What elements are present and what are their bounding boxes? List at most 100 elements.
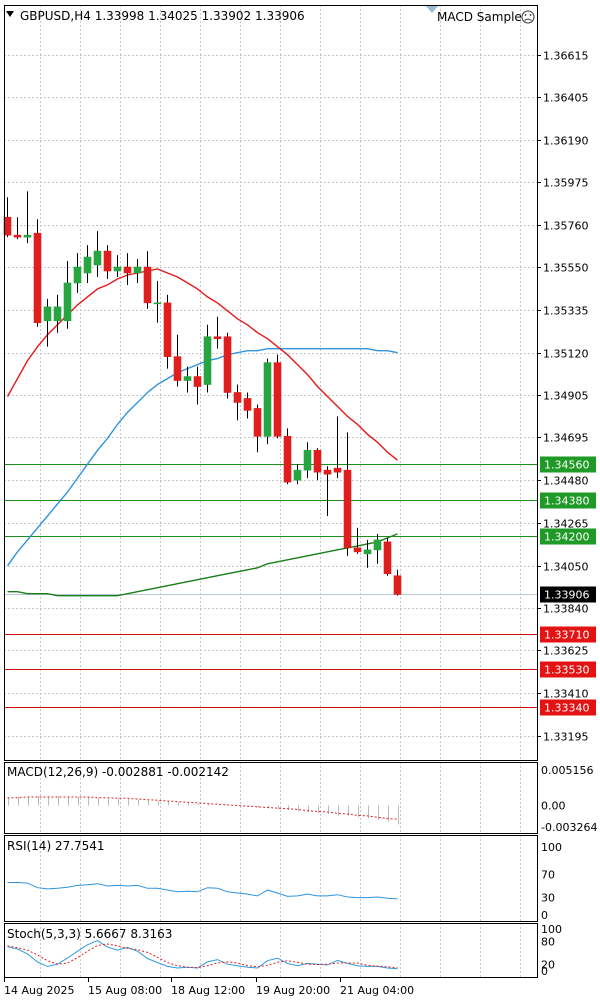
panel-frame xyxy=(4,835,538,922)
current-price-label: 1.33906 xyxy=(544,589,590,602)
macd-tick-label: 0.005156 xyxy=(541,764,594,777)
price-tick-label: 1.34050 xyxy=(543,561,589,574)
macd-signal-line xyxy=(7,796,398,820)
stoch-tick-label: 100 xyxy=(541,923,562,936)
stoch-tick-label: 80 xyxy=(541,936,555,949)
level-price-label: 1.34560 xyxy=(544,459,590,472)
level-price-label: 1.33530 xyxy=(544,664,590,677)
price-tick-label: 1.34695 xyxy=(543,432,589,445)
stoch-tick-label: 20 xyxy=(541,958,555,971)
candle-body xyxy=(393,575,402,595)
candle-body xyxy=(263,362,272,437)
price-tick-label: 1.33625 xyxy=(543,645,589,658)
symbol-info: GBPUSD,H4 1.33998 1.34025 1.33902 1.3390… xyxy=(20,9,305,23)
price-tick-label: 1.35975 xyxy=(543,177,589,190)
candle-body xyxy=(33,232,42,324)
indicators xyxy=(7,796,399,970)
ma-fast-line xyxy=(6,268,398,461)
candle-body xyxy=(103,250,112,272)
candle-body xyxy=(53,306,62,322)
rsi-tick-label: 100 xyxy=(541,841,562,854)
shift-marker-icon xyxy=(426,6,438,13)
candle-body xyxy=(143,266,152,304)
rsi-tick-label: 0 xyxy=(541,909,548,922)
price-tick-label: 1.33840 xyxy=(543,603,589,616)
candle-body xyxy=(3,216,12,236)
price-tick-label: 1.35335 xyxy=(543,305,589,318)
time-tick-label: 15 Aug 08:00 xyxy=(88,984,162,997)
expert-name: MACD Sample xyxy=(437,10,522,24)
candles xyxy=(3,191,402,596)
stoch-signal-line xyxy=(7,943,398,969)
ma-slow-line xyxy=(7,533,398,597)
level-price-label: 1.33340 xyxy=(544,702,590,715)
level-price-label: 1.33710 xyxy=(544,629,590,642)
candle-body xyxy=(313,449,322,473)
current-price-box xyxy=(540,586,596,603)
candle-body xyxy=(363,549,372,555)
rsi-tick-label: 70 xyxy=(541,868,555,881)
moving-averages xyxy=(6,268,398,597)
price-tick-label: 1.35550 xyxy=(543,262,589,275)
sad-face-icon[interactable] xyxy=(521,10,535,24)
symbol-menu-triangle-icon[interactable] xyxy=(6,11,14,17)
level-price-box xyxy=(540,661,596,678)
rsi-line xyxy=(7,882,398,900)
candle-body xyxy=(173,356,182,381)
candle-body xyxy=(223,336,232,393)
price-tick-label: 1.34905 xyxy=(543,390,589,403)
stoch-main-line xyxy=(7,940,398,970)
level-price-label: 1.34200 xyxy=(544,531,590,544)
level-price-box xyxy=(540,456,596,473)
price-tick-label: 1.35760 xyxy=(543,220,589,233)
level-price-label: 1.34380 xyxy=(544,495,590,508)
level-price-box xyxy=(540,528,596,545)
panel-frames xyxy=(4,5,538,978)
candle-body xyxy=(233,392,242,403)
candle-body xyxy=(213,336,222,340)
rsi-tick-label: 30 xyxy=(541,892,555,905)
price-tick-label: 1.36190 xyxy=(543,135,589,148)
price-levels xyxy=(4,464,537,708)
grid xyxy=(4,5,537,977)
stoch-title: Stoch(5,3,3) 5.6667 8.3163 xyxy=(7,927,172,941)
candle-body xyxy=(383,541,392,575)
axis-labels: 1.36615 1.36405 1.36190 1.35975 1.35760 1.355… xyxy=(4,50,597,997)
candle-body xyxy=(133,266,142,274)
panel-frame xyxy=(4,5,538,761)
candle-body xyxy=(373,539,382,551)
time-tick-label: 18 Aug 12:00 xyxy=(171,984,245,997)
ma-mid-line xyxy=(6,348,398,567)
level-price-box xyxy=(540,492,596,509)
candle-body xyxy=(323,469,332,475)
candle-body xyxy=(283,436,292,483)
candle-body xyxy=(193,376,202,387)
candle-body xyxy=(113,266,122,272)
price-tick-label: 1.34265 xyxy=(543,518,589,531)
price-tick-label: 1.35120 xyxy=(543,348,589,361)
candle-body xyxy=(303,449,312,471)
price-tick-label: 1.33410 xyxy=(543,688,589,701)
price-tick-label: 1.34480 xyxy=(543,475,589,488)
candle-body xyxy=(93,250,102,266)
rsi-title: RSI(14) 27.7541 xyxy=(7,839,105,853)
time-tick-label: 19 Aug 20:00 xyxy=(256,984,330,997)
macd-title: MACD(12,26,9) -0.002881 -0.002142 xyxy=(7,765,229,779)
time-tick-label: 14 Aug 2025 xyxy=(4,984,74,997)
panel-frame xyxy=(4,762,538,834)
candle-body xyxy=(293,469,302,481)
macd-tick-label: -0.003264 xyxy=(541,821,597,834)
candle-body xyxy=(23,234,32,238)
stoch-tick-label: 0 xyxy=(541,965,548,978)
price-tick-label: 1.33195 xyxy=(543,731,589,744)
candle-body xyxy=(163,302,172,357)
candle-body xyxy=(123,266,132,274)
candle-body xyxy=(183,376,192,381)
candle-body xyxy=(203,336,212,385)
candle-body xyxy=(243,398,252,411)
candle-body xyxy=(43,306,52,322)
macd-tick-label: 0.00 xyxy=(541,800,566,813)
candle-body xyxy=(153,302,162,305)
time-tick-label: 21 Aug 04:00 xyxy=(340,984,414,997)
